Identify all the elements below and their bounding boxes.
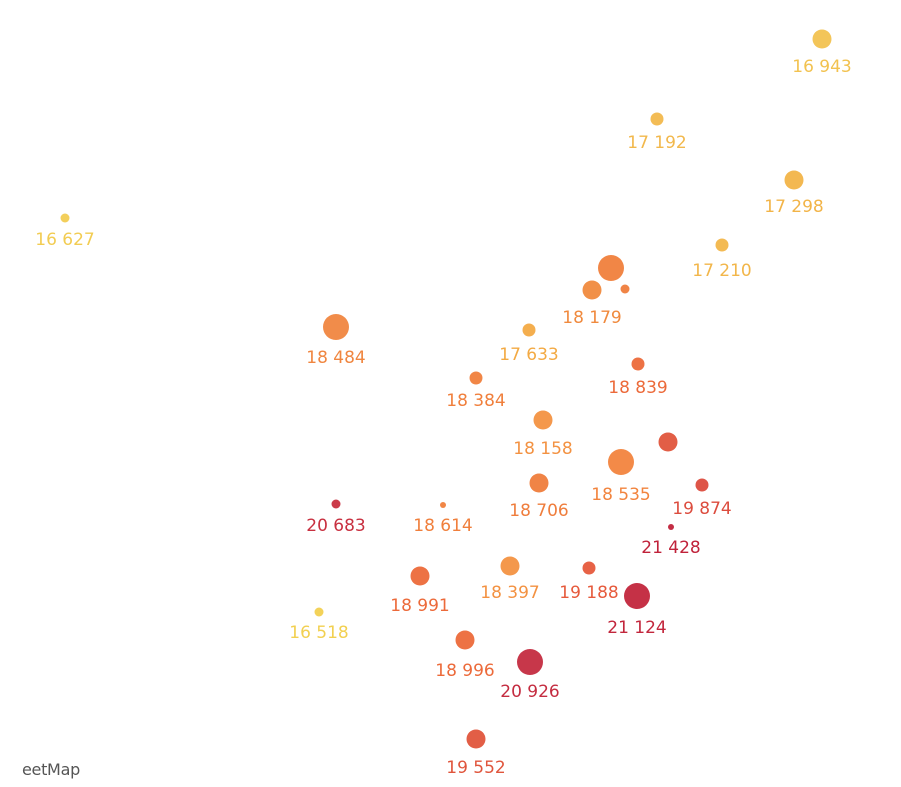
marker-value-label: 16 627 — [35, 230, 94, 250]
marker-bubble[interactable] — [323, 314, 349, 340]
map-marker[interactable] — [658, 432, 678, 452]
marker-value-label: 19 874 — [672, 499, 731, 519]
marker-value-label: 19 552 — [446, 758, 505, 778]
marker-bubble[interactable] — [469, 371, 483, 385]
map-marker[interactable]: 18 397 — [479, 556, 541, 605]
marker-bubble[interactable] — [812, 29, 832, 49]
marker-bubble[interactable] — [668, 524, 674, 530]
map-marker[interactable]: 17 633 — [498, 323, 560, 367]
marker-bubble[interactable] — [582, 280, 602, 300]
marker-bubble[interactable] — [455, 630, 475, 650]
map-marker[interactable]: 17 192 — [626, 112, 688, 155]
map-marker[interactable]: 19 874 — [671, 478, 733, 521]
marker-bubble[interactable] — [624, 583, 650, 609]
map-marker[interactable]: 18 614 — [412, 502, 474, 538]
marker-value-label: 18 839 — [608, 378, 667, 398]
marker-value-label: 16 518 — [289, 623, 348, 643]
marker-value-label: 17 633 — [499, 345, 558, 365]
marker-bubble[interactable] — [314, 607, 324, 617]
marker-value-label: 18 397 — [480, 583, 539, 603]
map-marker[interactable] — [598, 255, 624, 281]
marker-value-label: 20 683 — [306, 516, 365, 536]
marker-bubble[interactable] — [650, 112, 664, 126]
marker-value-label: 18 991 — [390, 596, 449, 616]
marker-bubble[interactable] — [631, 357, 645, 371]
map-marker[interactable]: 18 384 — [445, 371, 507, 413]
marker-value-label: 20 926 — [500, 682, 559, 702]
map-attribution[interactable]: eetMap — [22, 760, 80, 779]
marker-bubble[interactable] — [60, 213, 70, 223]
marker-value-label: 18 614 — [413, 516, 472, 536]
map-marker[interactable]: 18 839 — [607, 357, 669, 400]
marker-bubble[interactable] — [500, 556, 520, 576]
marker-bubble[interactable] — [608, 449, 634, 475]
marker-bubble[interactable] — [598, 255, 624, 281]
marker-value-label: 16 943 — [792, 57, 851, 77]
marker-bubble[interactable] — [522, 323, 536, 337]
marker-value-label: 18 484 — [306, 348, 365, 368]
map-marker[interactable]: 21 124 — [606, 583, 668, 640]
marker-value-label: 17 298 — [764, 197, 823, 217]
marker-bubble[interactable] — [529, 473, 549, 493]
map-marker[interactable]: 19 552 — [445, 729, 507, 780]
marker-bubble[interactable] — [620, 284, 630, 294]
map-marker[interactable]: 18 484 — [305, 314, 367, 370]
marker-bubble[interactable] — [715, 238, 729, 252]
map-marker[interactable]: 20 683 — [305, 499, 367, 538]
map-marker[interactable]: 20 926 — [499, 649, 561, 704]
marker-value-label: 17 192 — [627, 133, 686, 153]
map-marker[interactable]: 18 535 — [590, 449, 652, 507]
marker-value-label: 18 384 — [446, 391, 505, 411]
marker-value-label: 18 535 — [591, 485, 650, 505]
map-marker[interactable]: 16 627 — [34, 213, 96, 252]
marker-value-label: 18 706 — [509, 501, 568, 521]
marker-bubble[interactable] — [440, 502, 446, 508]
marker-bubble[interactable] — [582, 561, 596, 575]
marker-bubble[interactable] — [658, 432, 678, 452]
map-marker[interactable]: 18 996 — [434, 630, 496, 683]
map-marker[interactable]: 18 991 — [389, 566, 451, 618]
map-marker[interactable]: 19 188 — [558, 561, 620, 605]
map-marker[interactable]: 18 179 — [561, 280, 623, 330]
map-marker[interactable]: 21 428 — [640, 524, 702, 560]
marker-value-label: 21 428 — [641, 538, 700, 558]
marker-bubble[interactable] — [784, 170, 804, 190]
marker-bubble[interactable] — [331, 499, 341, 509]
marker-value-label: 17 210 — [692, 261, 751, 281]
marker-bubble[interactable] — [466, 729, 486, 749]
map-marker[interactable]: 17 210 — [691, 238, 753, 283]
marker-value-label: 19 188 — [559, 583, 618, 603]
marker-value-label: 18 996 — [435, 661, 494, 681]
marker-bubble[interactable] — [533, 410, 553, 430]
marker-bubble[interactable] — [410, 566, 430, 586]
map-marker[interactable] — [620, 284, 630, 294]
marker-value-label: 18 179 — [562, 308, 621, 328]
marker-value-label: 18 158 — [513, 439, 572, 459]
map-marker[interactable]: 18 706 — [508, 473, 570, 523]
map-marker[interactable]: 18 158 — [512, 410, 574, 461]
map-marker[interactable]: 16 518 — [288, 607, 350, 645]
marker-bubble[interactable] — [517, 649, 543, 675]
marker-value-label: 21 124 — [607, 618, 666, 638]
marker-bubble[interactable] — [695, 478, 709, 492]
map-marker[interactable]: 17 298 — [763, 170, 825, 219]
map-marker[interactable]: 16 943 — [791, 29, 853, 79]
